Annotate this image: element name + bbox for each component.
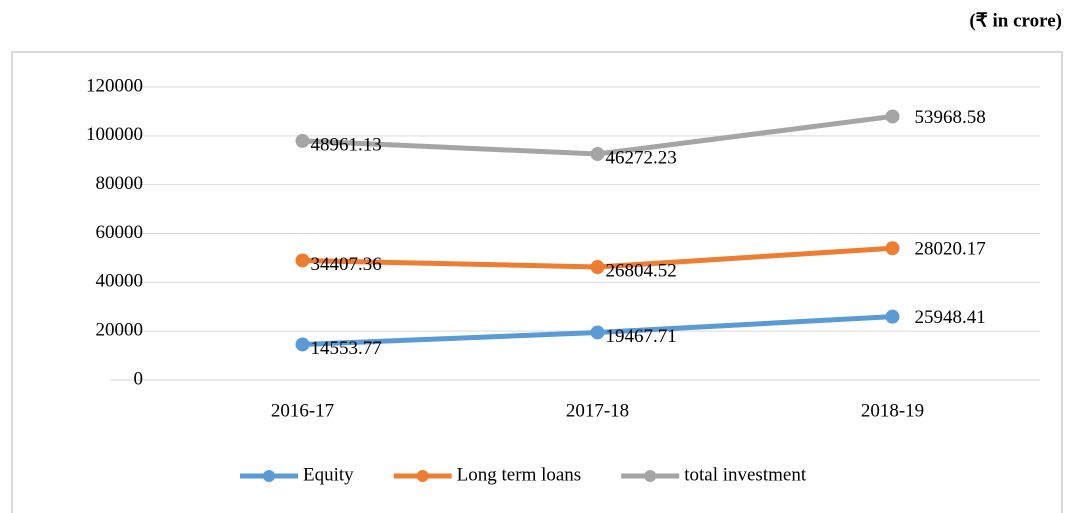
data-label: 25948.41 [915,307,986,328]
data-label: 34407.36 [311,254,382,275]
y-tick-label: 120000 [86,75,143,96]
point [885,309,900,324]
legend-marker [416,470,429,482]
legend-label: Long term loans [457,464,582,485]
legend-marker [263,470,275,482]
x-tick-label: 2017-18 [566,400,629,421]
unit-note: (₹ in crore) [969,10,1062,31]
legend-label: Equity [303,464,354,485]
y-tick-label: 20000 [96,320,144,341]
data-label: 28020.17 [915,239,986,260]
legend-label: total investment [684,464,807,485]
point [295,133,310,148]
point [590,325,605,340]
x-tick-label: 2018-19 [861,400,924,421]
legend-marker [644,470,657,482]
point [885,109,900,124]
point [590,260,605,275]
data-label: 48961.13 [311,134,382,155]
y-tick-label: 0 [134,368,144,389]
y-tick-label: 100000 [86,124,143,145]
point [590,147,605,162]
y-tick-label: 40000 [96,271,144,292]
data-label: 14553.77 [311,338,382,359]
data-label: 46272.23 [606,147,677,168]
data-label: 53968.58 [915,107,986,128]
point [885,241,900,256]
chart-border [11,51,1063,513]
point [295,337,310,352]
y-tick-label: 60000 [96,222,144,243]
point [295,253,310,268]
x-tick-label: 2016-17 [271,400,334,421]
data-label: 19467.71 [606,326,677,347]
data-label: 26804.52 [606,260,677,281]
y-tick-label: 80000 [96,173,144,194]
